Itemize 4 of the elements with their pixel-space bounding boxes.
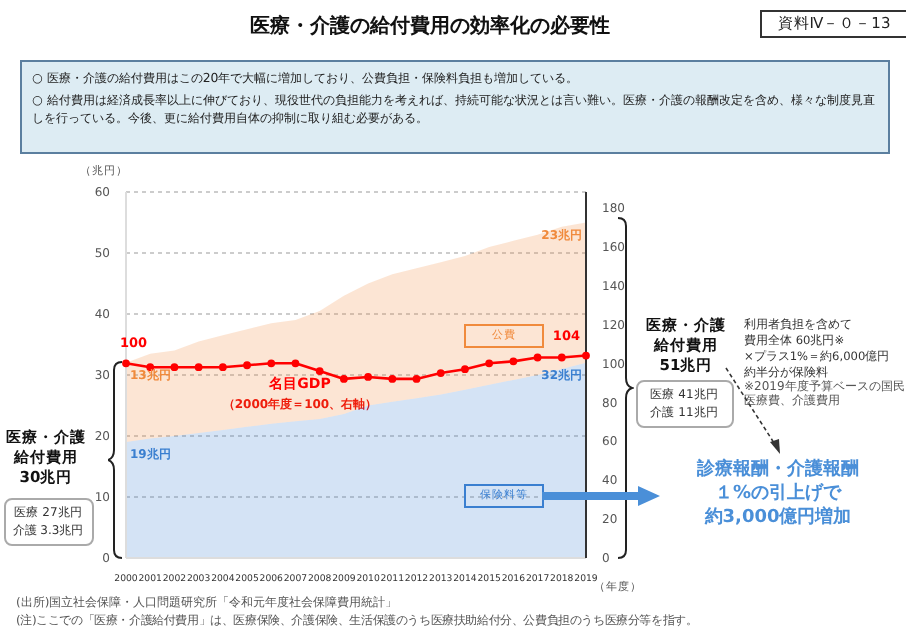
text: 診療報酬・介護報酬 [695, 456, 861, 482]
text: 約3,000億円増加 [702, 504, 854, 530]
chart-title: 医療・介護の給付費用の効率化の必要性 [248, 12, 612, 40]
text: １%の引上げで [712, 480, 844, 506]
